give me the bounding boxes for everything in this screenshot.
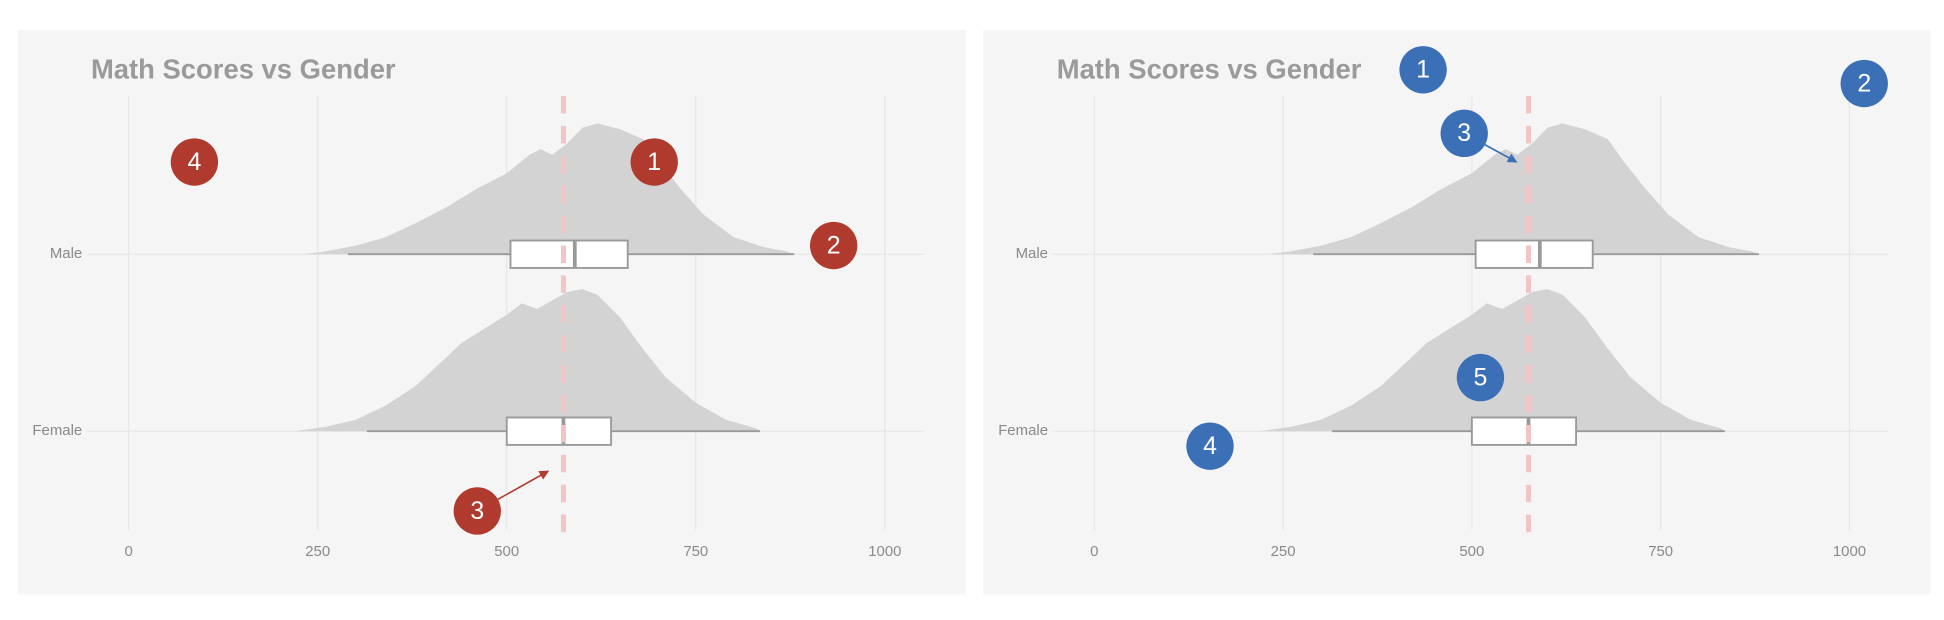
annotation-badge <box>1399 46 1447 94</box>
x-tick-label: 500 <box>494 543 519 560</box>
y-tick-label: Male <box>50 245 82 262</box>
box-body <box>1474 239 1594 269</box>
density-ridge <box>1267 123 1759 255</box>
annotation-label: 5 <box>1474 363 1488 391</box>
annotation-badge <box>810 221 858 270</box>
annotation-badge <box>1440 109 1488 158</box>
annotation-label: 2 <box>1857 69 1871 97</box>
x-tick-label: 1000 <box>1833 543 1866 560</box>
y-tick-label: Male <box>1016 245 1048 262</box>
box-body <box>505 416 613 446</box>
annotation-label: 3 <box>1457 119 1471 147</box>
annotation-badge <box>170 138 219 186</box>
annotation-label: 4 <box>187 148 201 176</box>
box-body <box>1470 416 1578 446</box>
annotation-label: 1 <box>647 148 661 176</box>
annotation-label: 3 <box>470 497 484 525</box>
annotation-label: 4 <box>1203 432 1217 460</box>
annotation-arrow <box>497 470 550 501</box>
box-body <box>509 239 629 269</box>
annotation-label: 2 <box>827 231 841 259</box>
density-ridge <box>302 123 795 255</box>
x-tick-label: 250 <box>305 543 330 560</box>
x-tick-label: 750 <box>1648 543 1673 560</box>
annotation-badge <box>453 487 501 535</box>
annotation-arrow <box>1484 144 1518 163</box>
x-tick-label: 0 <box>124 543 132 560</box>
density-ridge <box>294 289 761 432</box>
annotation-badge <box>630 138 678 186</box>
y-tick-label: Female <box>32 422 82 439</box>
annotation-badge <box>1456 353 1505 402</box>
annotation-badge <box>1840 59 1888 108</box>
chart-title: Math Scores vs Gender <box>91 53 396 84</box>
x-tick-label: 0 <box>1090 543 1098 560</box>
annotation-label: 1 <box>1416 56 1430 84</box>
y-tick-label: Female <box>998 422 1048 439</box>
x-tick-label: 250 <box>1271 543 1296 560</box>
annotation-badge <box>1186 422 1234 470</box>
x-tick-label: 750 <box>683 543 708 560</box>
chart-title: Math Scores vs Gender <box>1057 53 1362 84</box>
x-tick-label: 500 <box>1459 543 1484 560</box>
x-tick-label: 1000 <box>868 543 901 560</box>
